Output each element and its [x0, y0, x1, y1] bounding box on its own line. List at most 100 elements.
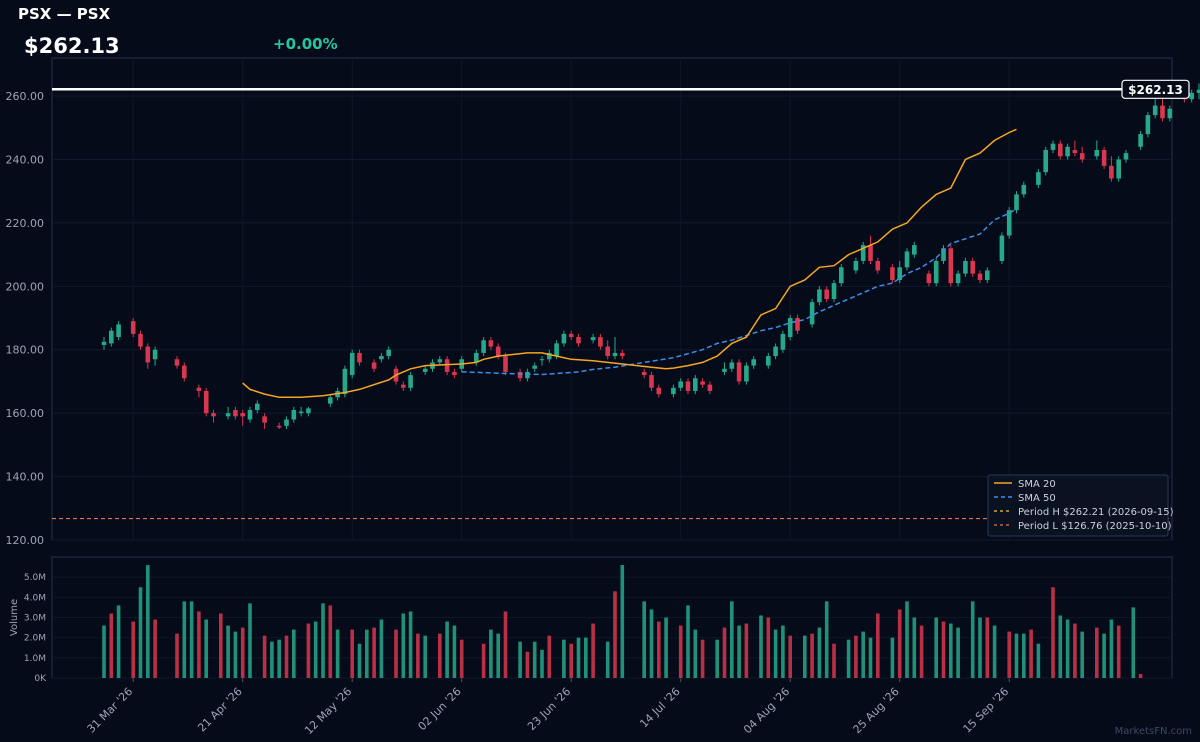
candle-body [101, 341, 107, 345]
volume-bar [919, 625, 924, 678]
candle-body [116, 324, 121, 338]
candle-body [853, 260, 859, 271]
candle-body [744, 365, 749, 382]
volume-bar [525, 651, 530, 678]
volume-bar [854, 635, 858, 678]
volume-bar [868, 637, 873, 678]
volume-bar [788, 635, 792, 678]
candle-body [890, 267, 895, 280]
volume-bar [532, 641, 537, 678]
y-tick-label: 260.00 [6, 90, 45, 103]
volume-bar [781, 625, 785, 678]
volume-bar [226, 625, 230, 678]
candle-body [539, 359, 545, 361]
volume-bar [620, 565, 625, 678]
sma20-line [242, 128, 1017, 399]
sma50-line [461, 207, 1017, 376]
candle-body [722, 368, 727, 372]
volume-bar [803, 635, 807, 678]
volume-bar [905, 601, 909, 678]
candle-body [576, 337, 581, 344]
candle-body [306, 408, 311, 414]
candle-body [1109, 165, 1114, 179]
volume-bar [737, 625, 741, 678]
candle-body [875, 260, 881, 271]
candle-body [1196, 89, 1200, 93]
candle-body [948, 248, 954, 284]
volume-bar [277, 639, 281, 678]
volume-bar [445, 621, 449, 678]
candle-body [291, 409, 297, 420]
volume-bar [956, 627, 960, 678]
candle-body [824, 289, 829, 299]
volume-bar [489, 629, 493, 678]
candle-body [481, 340, 486, 353]
legend: SMA 20 SMA 50 Period H $262.21 (2026-09-… [987, 474, 1174, 537]
volume-bar [131, 621, 135, 678]
candle-body [860, 245, 866, 261]
candle-body [1145, 115, 1151, 135]
candle-body [1152, 105, 1158, 116]
candle-body [328, 397, 333, 404]
legend-box [987, 474, 1169, 537]
volume-bar [292, 629, 296, 678]
volume-bar [518, 641, 522, 678]
volume-bar [109, 613, 114, 678]
candle-body [211, 413, 216, 417]
candle-body [488, 340, 494, 347]
volume-bar [861, 631, 865, 678]
volume-bar [379, 619, 384, 678]
volume-bar [584, 637, 588, 678]
candle-body [437, 359, 443, 363]
candle-body [1167, 108, 1173, 119]
volume-bar [1073, 623, 1077, 678]
candle-body [1065, 146, 1070, 157]
candle-body [736, 362, 742, 382]
volume-bar [613, 591, 617, 678]
candle-body [1079, 153, 1085, 160]
volume-bar [182, 601, 187, 678]
volume-bar [766, 617, 771, 678]
candle-body [357, 352, 362, 363]
volume-bar [970, 601, 975, 678]
candle-body [904, 251, 910, 268]
main-panel: 120.00 140.00 160.00 180.00 200.00 220.00 240.… [6, 57, 1200, 547]
volume-bar [934, 617, 938, 678]
y-tick-label: 240.00 [6, 153, 45, 166]
watermark: MarketsFN.com [1115, 726, 1192, 737]
volume-bar [985, 617, 990, 678]
volume-bar [992, 625, 997, 678]
volume-bar [693, 629, 698, 678]
main-plot-frame [51, 57, 1173, 541]
volume-bar [649, 609, 654, 678]
candle-body [1043, 149, 1048, 173]
volume-bar [496, 633, 500, 678]
y-tick-label: 120.00 [6, 534, 45, 547]
volume-bar [197, 611, 201, 678]
volume-bar [1029, 629, 1033, 678]
volume-bar [153, 619, 157, 678]
candle-body [196, 387, 202, 391]
volume-bar [1116, 625, 1121, 678]
candle-body [371, 362, 377, 369]
x-tick-label: 15 Sep '26 [961, 685, 1012, 736]
candle-body [284, 419, 289, 426]
candle-body [897, 267, 902, 280]
candle-body [926, 273, 932, 284]
price-change: +0.00% [273, 35, 338, 53]
candle-body [452, 371, 457, 376]
candle-body [379, 356, 384, 360]
candle-body [525, 371, 530, 379]
volume-bar [1022, 633, 1026, 678]
volume-bar [146, 565, 150, 678]
candle-body [138, 333, 143, 347]
candle-body [554, 343, 559, 357]
volume-bar [372, 627, 376, 678]
volume-tick-label: 2.0M [24, 634, 46, 644]
volume-tick-label: 5.0M [24, 573, 46, 583]
last-price-tag-label: $262.13 [1128, 83, 1183, 97]
volume-bar [1065, 619, 1070, 678]
candle-body [255, 403, 260, 410]
candle-body [203, 390, 209, 414]
volume-bar [175, 633, 179, 678]
